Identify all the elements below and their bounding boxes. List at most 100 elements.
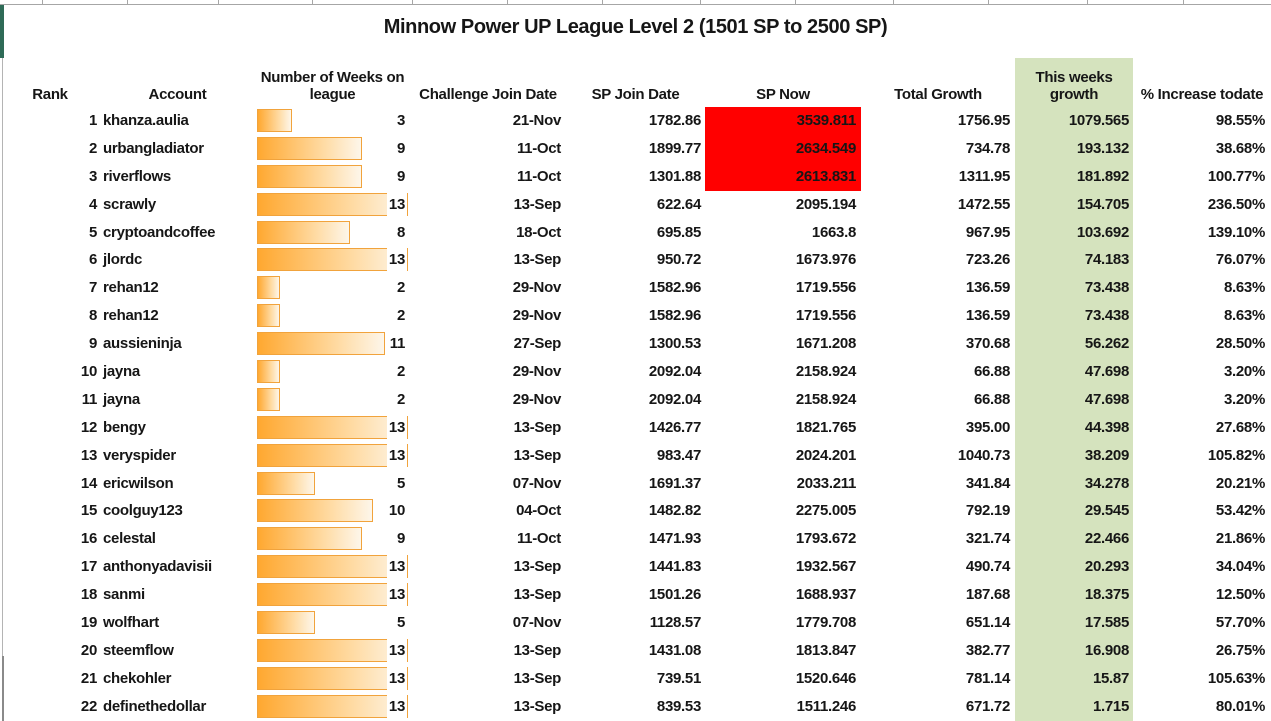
cell-account[interactable]: khanza.aulia — [103, 112, 189, 129]
cell-account[interactable]: scrawly — [103, 195, 156, 213]
cell-rank[interactable]: 2 — [88, 139, 97, 157]
cell-total-growth[interactable]: 136.59 — [965, 279, 1010, 297]
cell-rank[interactable]: 10 — [80, 363, 97, 381]
cell-challenge-join[interactable]: 11-Oct — [516, 139, 561, 157]
cell-challenge-join[interactable]: 13-Sep — [513, 586, 562, 604]
cell-account[interactable]: aussieninja — [103, 335, 182, 353]
cell-weeks[interactable]: 5 — [255, 470, 410, 498]
cell-pct-increase[interactable]: 98.55% — [1215, 112, 1265, 129]
cell-rank[interactable]: 7 — [88, 279, 97, 297]
cell-challenge-join[interactable]: 21-Nov — [512, 112, 562, 129]
cell-week-growth[interactable]: 47.698 — [1084, 390, 1129, 408]
cell-pct-increase[interactable]: 53.42% — [1215, 502, 1265, 520]
cell-total-growth[interactable]: 1472.55 — [957, 195, 1010, 213]
cell-rank[interactable]: 13 — [80, 446, 97, 464]
cell-total-growth[interactable]: 382.77 — [965, 641, 1010, 659]
cell-challenge-join[interactable]: 29-Nov — [512, 279, 562, 297]
cell-challenge-join[interactable]: 07-Nov — [512, 614, 562, 632]
cell-sp-join[interactable]: 1582.96 — [648, 307, 701, 325]
cell-sp-join[interactable]: 1691.37 — [648, 474, 701, 492]
cell-weeks[interactable]: 13 — [255, 693, 410, 721]
cell-account[interactable]: definethedollar — [103, 697, 207, 715]
cell-rank[interactable]: 5 — [88, 223, 97, 241]
cell-challenge-join[interactable]: 29-Nov — [512, 363, 562, 381]
cell-pct-increase[interactable]: 8.63% — [1223, 279, 1265, 297]
cell-account[interactable]: steemflow — [103, 641, 174, 659]
cell-pct-increase[interactable]: 105.82% — [1207, 446, 1265, 464]
cell-rank[interactable]: 4 — [88, 195, 97, 213]
cell-week-growth[interactable]: 15.87 — [1092, 669, 1129, 687]
cell-sp-join[interactable]: 839.53 — [656, 697, 701, 715]
cell-weeks[interactable]: 11 — [255, 330, 410, 358]
cell-sp-join[interactable]: 1426.77 — [648, 418, 701, 436]
cell-account[interactable]: anthonyadavisii — [103, 558, 212, 576]
cell-account[interactable]: coolguy123 — [103, 502, 183, 520]
cell-rank[interactable]: 3 — [88, 167, 97, 185]
cell-sp-join[interactable]: 1582.96 — [648, 279, 701, 297]
cell-sp-now[interactable]: 3539.811 — [705, 107, 861, 135]
cell-total-growth[interactable]: 967.95 — [965, 223, 1010, 241]
cell-sp-now[interactable]: 1793.672 — [795, 530, 856, 548]
cell-sp-join[interactable]: 622.64 — [656, 195, 701, 213]
cell-weeks[interactable]: 13 — [255, 442, 410, 470]
cell-week-growth[interactable]: 74.183 — [1084, 251, 1129, 269]
cell-account[interactable]: chekohler — [103, 669, 172, 687]
cell-week-growth[interactable]: 73.438 — [1084, 307, 1129, 325]
cell-week-growth[interactable]: 103.692 — [1076, 223, 1129, 241]
cell-week-growth[interactable]: 29.545 — [1084, 502, 1129, 520]
cell-sp-now[interactable]: 1663.8 — [811, 223, 856, 241]
cell-total-growth[interactable]: 321.74 — [965, 530, 1010, 548]
cell-sp-join[interactable]: 1471.93 — [648, 530, 701, 548]
cell-account[interactable]: rehan12 — [103, 307, 159, 325]
cell-challenge-join[interactable]: 13-Sep — [513, 418, 562, 436]
cell-challenge-join[interactable]: 29-Nov — [512, 390, 562, 408]
cell-sp-join[interactable]: 1482.82 — [648, 502, 701, 520]
cell-sp-now[interactable]: 2613.831 — [705, 162, 861, 191]
cell-total-growth[interactable]: 723.26 — [965, 251, 1010, 269]
cell-week-growth[interactable]: 73.438 — [1084, 279, 1129, 297]
cell-total-growth[interactable]: 1040.73 — [957, 446, 1010, 464]
cell-rank[interactable]: 9 — [88, 335, 97, 353]
cell-sp-now[interactable]: 1932.567 — [795, 558, 856, 576]
cell-sp-now[interactable]: 1779.708 — [795, 614, 856, 632]
cell-pct-increase[interactable]: 28.50% — [1215, 335, 1265, 353]
cell-pct-increase[interactable]: 8.63% — [1223, 307, 1265, 325]
cell-sp-join[interactable]: 695.85 — [656, 223, 701, 241]
cell-total-growth[interactable]: 1311.95 — [958, 167, 1011, 185]
cell-pct-increase[interactable]: 3.20% — [1223, 390, 1265, 408]
cell-week-growth[interactable]: 34.278 — [1084, 474, 1129, 492]
cell-challenge-join[interactable]: 04-Oct — [516, 502, 561, 520]
cell-account[interactable]: jlordc — [103, 251, 143, 269]
cell-account[interactable]: cryptoandcoffee — [103, 223, 216, 241]
cell-account[interactable]: rehan12 — [103, 279, 159, 297]
cell-sp-join[interactable]: 983.47 — [656, 446, 701, 464]
cell-weeks[interactable]: 5 — [255, 609, 410, 637]
cell-total-growth[interactable]: 395.00 — [965, 418, 1010, 436]
cell-sp-now[interactable]: 2158.924 — [795, 363, 856, 381]
cell-rank[interactable]: 22 — [80, 697, 97, 715]
cell-challenge-join[interactable]: 18-Oct — [516, 223, 561, 241]
cell-account[interactable]: jayna — [103, 390, 140, 408]
cell-challenge-join[interactable]: 13-Sep — [513, 697, 562, 715]
cell-rank[interactable]: 15 — [80, 502, 97, 520]
cell-weeks[interactable]: 13 — [255, 581, 410, 609]
cell-challenge-join[interactable]: 13-Sep — [513, 251, 562, 269]
cell-pct-increase[interactable]: 76.07% — [1215, 251, 1265, 269]
cell-sp-join[interactable]: 1899.77 — [648, 139, 701, 157]
cell-week-growth[interactable]: 181.892 — [1076, 167, 1129, 185]
cell-sp-join[interactable]: 1501.26 — [648, 586, 701, 604]
cell-account[interactable]: urbangladiator — [103, 139, 204, 157]
cell-week-growth[interactable]: 38.209 — [1084, 446, 1129, 464]
cell-total-growth[interactable]: 734.78 — [965, 139, 1010, 157]
cell-week-growth[interactable]: 1079.565 — [1068, 112, 1129, 129]
cell-sp-join[interactable]: 1782.86 — [648, 112, 701, 129]
cell-sp-now[interactable]: 2095.194 — [795, 195, 856, 213]
cell-week-growth[interactable]: 154.705 — [1076, 195, 1129, 213]
cell-total-growth[interactable]: 341.84 — [965, 474, 1010, 492]
cell-sp-now[interactable]: 2024.201 — [795, 446, 856, 464]
cell-sp-now[interactable]: 1719.556 — [795, 307, 856, 325]
cell-total-growth[interactable]: 651.14 — [965, 614, 1010, 632]
cell-pct-increase[interactable]: 80.01% — [1215, 697, 1265, 715]
cell-weeks[interactable]: 2 — [255, 386, 410, 414]
cell-week-growth[interactable]: 44.398 — [1084, 418, 1129, 436]
